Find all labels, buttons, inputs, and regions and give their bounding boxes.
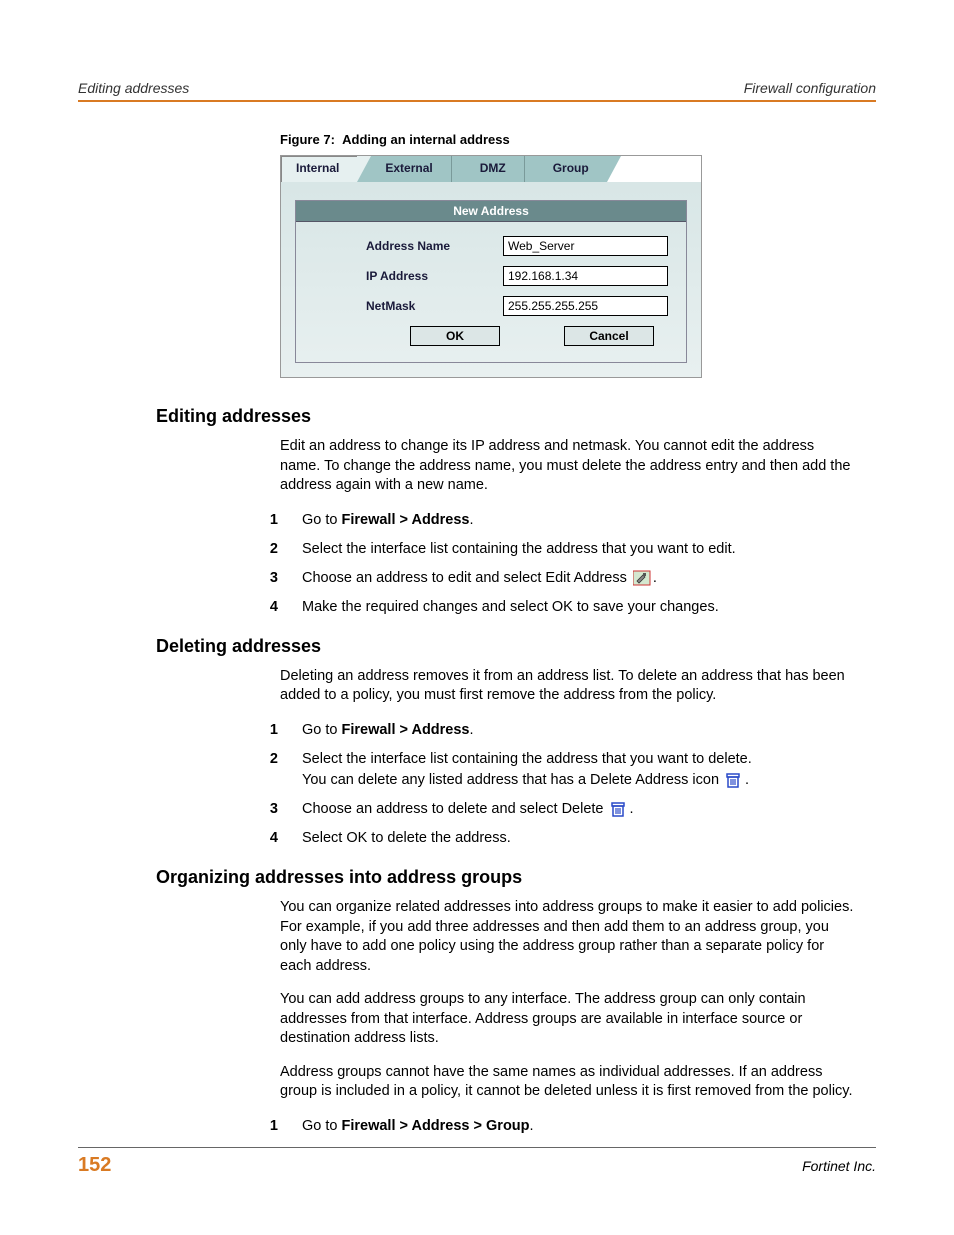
page-number: 152 <box>78 1154 111 1177</box>
ok-button[interactable]: OK <box>410 326 500 346</box>
header-left: Editing addresses <box>78 80 189 96</box>
tab-group[interactable]: Group <box>539 156 607 182</box>
footer-rule <box>78 1147 876 1148</box>
section-title-editing: Editing addresses <box>156 406 876 427</box>
delete-icon <box>610 801 628 817</box>
deleting-intro: Deleting an address removes it from an a… <box>280 667 856 706</box>
label-ip-address: IP Address <box>314 269 503 283</box>
header-rule <box>78 100 876 102</box>
organizing-steps: 1Go to Firewall > Address > Group. <box>78 1116 876 1137</box>
tab-dmz[interactable]: DMZ <box>466 156 524 182</box>
edit-address-icon <box>633 570 651 586</box>
input-netmask[interactable] <box>503 296 668 316</box>
cancel-button[interactable]: Cancel <box>564 326 654 346</box>
tab-external[interactable]: External <box>371 156 450 182</box>
organizing-p2: You can add address groups to any interf… <box>280 990 856 1049</box>
editing-intro: Edit an address to change its IP address… <box>280 437 856 496</box>
editing-steps: 1Go to Firewall > Address. 2Select the i… <box>78 510 876 618</box>
organizing-p3: Address groups cannot have the same name… <box>280 1063 856 1102</box>
figure-screenshot: Internal External DMZ Group New Address … <box>280 155 702 378</box>
input-ip-address[interactable] <box>503 266 668 286</box>
footer-company: Fortinet Inc. <box>802 1158 876 1174</box>
section-title-deleting: Deleting addresses <box>156 636 876 657</box>
section-title-organizing: Organizing addresses into address groups <box>156 867 876 888</box>
deleting-steps: 1Go to Firewall > Address. 2Select the i… <box>78 720 876 849</box>
tab-internal[interactable]: Internal <box>281 156 357 182</box>
delete-address-icon <box>725 772 743 788</box>
panel-title: New Address <box>296 201 686 222</box>
label-address-name: Address Name <box>314 239 503 253</box>
organizing-p1: You can organize related addresses into … <box>280 898 856 976</box>
header-right: Firewall configuration <box>744 80 876 96</box>
label-netmask: NetMask <box>314 299 503 313</box>
input-address-name[interactable] <box>503 236 668 256</box>
figure-caption: Figure 7: Adding an internal address <box>280 132 876 147</box>
